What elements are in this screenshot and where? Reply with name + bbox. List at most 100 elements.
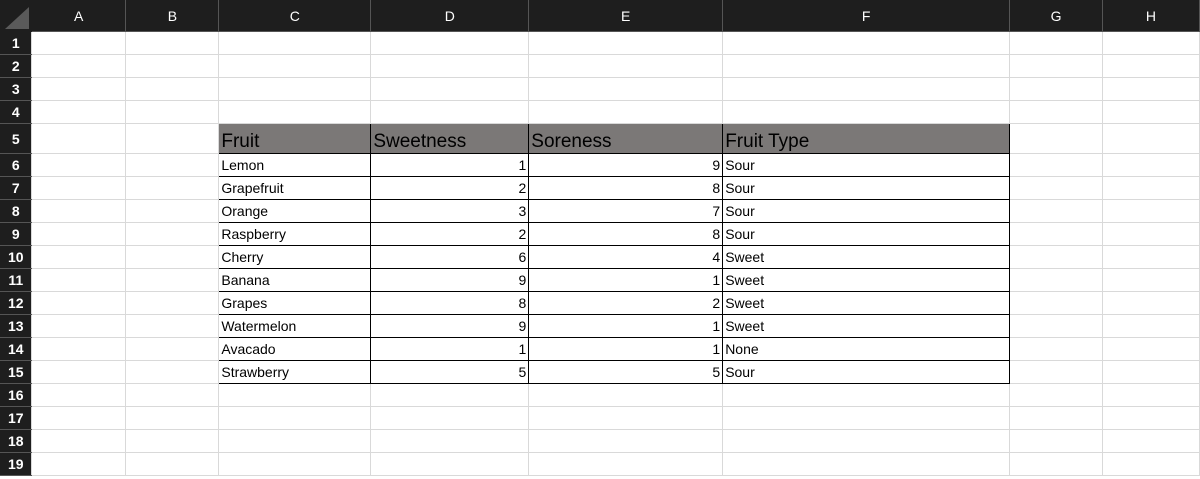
row-header-12[interactable]: 12	[0, 291, 32, 315]
cell-A19[interactable]	[31, 452, 127, 476]
cell-F18[interactable]	[722, 429, 1011, 453]
cell-E13[interactable]: 1	[528, 314, 724, 338]
cell-D19[interactable]	[370, 452, 530, 476]
cell-C6[interactable]: Lemon	[218, 153, 372, 177]
cell-C5[interactable]: Fruit	[218, 123, 372, 154]
cell-G7[interactable]	[1009, 176, 1103, 200]
cell-F3[interactable]	[722, 77, 1011, 101]
cell-D6[interactable]: 1	[370, 153, 530, 177]
cell-F4[interactable]	[722, 100, 1011, 124]
cell-F8[interactable]: Sour	[722, 199, 1011, 223]
cell-A7[interactable]	[31, 176, 127, 200]
cell-C2[interactable]	[218, 54, 372, 78]
cell-B2[interactable]	[125, 54, 220, 78]
column-header-G[interactable]: G	[1009, 0, 1103, 32]
cell-H12[interactable]	[1101, 291, 1200, 315]
cell-A18[interactable]	[31, 429, 127, 453]
cell-F5[interactable]: Fruit Type	[722, 123, 1011, 154]
row-header-10[interactable]: 10	[0, 245, 32, 269]
cell-H9[interactable]	[1101, 222, 1200, 246]
cell-E7[interactable]: 8	[528, 176, 724, 200]
cell-B11[interactable]	[125, 268, 220, 292]
column-header-D[interactable]: D	[370, 0, 530, 32]
column-header-C[interactable]: C	[218, 0, 372, 32]
cell-E2[interactable]	[528, 54, 724, 78]
cell-D12[interactable]: 8	[370, 291, 530, 315]
cell-F11[interactable]: Sweet	[722, 268, 1011, 292]
cell-D2[interactable]	[370, 54, 530, 78]
cell-B7[interactable]	[125, 176, 220, 200]
cell-A3[interactable]	[31, 77, 127, 101]
cell-E8[interactable]: 7	[528, 199, 724, 223]
cell-A11[interactable]	[31, 268, 127, 292]
cell-C10[interactable]: Cherry	[218, 245, 372, 269]
cell-F13[interactable]: Sweet	[722, 314, 1011, 338]
cell-B13[interactable]	[125, 314, 220, 338]
row-header-9[interactable]: 9	[0, 222, 32, 246]
cell-G17[interactable]	[1009, 406, 1103, 430]
cell-H6[interactable]	[1101, 153, 1200, 177]
column-header-F[interactable]: F	[722, 0, 1011, 32]
cell-D10[interactable]: 6	[370, 245, 530, 269]
cell-E9[interactable]: 8	[528, 222, 724, 246]
cell-D18[interactable]	[370, 429, 530, 453]
cell-G13[interactable]	[1009, 314, 1103, 338]
cell-H15[interactable]	[1101, 360, 1200, 384]
cell-E6[interactable]: 9	[528, 153, 724, 177]
cell-H19[interactable]	[1101, 452, 1200, 476]
cell-A9[interactable]	[31, 222, 127, 246]
cell-G1[interactable]	[1009, 31, 1103, 55]
cell-C4[interactable]	[218, 100, 372, 124]
cell-F14[interactable]: None	[722, 337, 1011, 361]
cell-B10[interactable]	[125, 245, 220, 269]
row-header-19[interactable]: 19	[0, 452, 32, 476]
cell-H1[interactable]	[1101, 31, 1200, 55]
cell-B5[interactable]	[125, 123, 220, 154]
cell-H5[interactable]	[1101, 123, 1200, 154]
cell-H17[interactable]	[1101, 406, 1200, 430]
cell-B1[interactable]	[125, 31, 220, 55]
cell-H11[interactable]	[1101, 268, 1200, 292]
cell-H4[interactable]	[1101, 100, 1200, 124]
cell-E16[interactable]	[528, 383, 724, 407]
row-header-11[interactable]: 11	[0, 268, 32, 292]
cell-C8[interactable]: Orange	[218, 199, 372, 223]
cell-B18[interactable]	[125, 429, 220, 453]
row-header-8[interactable]: 8	[0, 199, 32, 223]
cell-B19[interactable]	[125, 452, 220, 476]
cell-E4[interactable]	[528, 100, 724, 124]
cell-G9[interactable]	[1009, 222, 1103, 246]
cell-C17[interactable]	[218, 406, 372, 430]
cell-F16[interactable]	[722, 383, 1011, 407]
cell-C1[interactable]	[218, 31, 372, 55]
cell-E11[interactable]: 1	[528, 268, 724, 292]
cell-D15[interactable]: 5	[370, 360, 530, 384]
cell-D7[interactable]: 2	[370, 176, 530, 200]
column-header-A[interactable]: A	[31, 0, 127, 32]
cell-A15[interactable]	[31, 360, 127, 384]
cell-B14[interactable]	[125, 337, 220, 361]
cell-G12[interactable]	[1009, 291, 1103, 315]
cell-H18[interactable]	[1101, 429, 1200, 453]
row-header-14[interactable]: 14	[0, 337, 32, 361]
cell-A10[interactable]	[31, 245, 127, 269]
cell-E19[interactable]	[528, 452, 724, 476]
cell-G8[interactable]	[1009, 199, 1103, 223]
cell-C15[interactable]: Strawberry	[218, 360, 372, 384]
cell-B3[interactable]	[125, 77, 220, 101]
cell-F17[interactable]	[722, 406, 1011, 430]
column-header-H[interactable]: H	[1102, 0, 1200, 32]
cell-H14[interactable]	[1101, 337, 1200, 361]
cell-D3[interactable]	[370, 77, 530, 101]
cell-G3[interactable]	[1009, 77, 1103, 101]
cell-E10[interactable]: 4	[528, 245, 724, 269]
cell-F12[interactable]: Sweet	[722, 291, 1011, 315]
cell-D1[interactable]	[370, 31, 530, 55]
cell-G19[interactable]	[1009, 452, 1103, 476]
row-header-16[interactable]: 16	[0, 383, 32, 407]
cell-A1[interactable]	[31, 31, 127, 55]
cell-C12[interactable]: Grapes	[218, 291, 372, 315]
cell-C19[interactable]	[218, 452, 372, 476]
cell-H2[interactable]	[1101, 54, 1200, 78]
cell-G11[interactable]	[1009, 268, 1103, 292]
